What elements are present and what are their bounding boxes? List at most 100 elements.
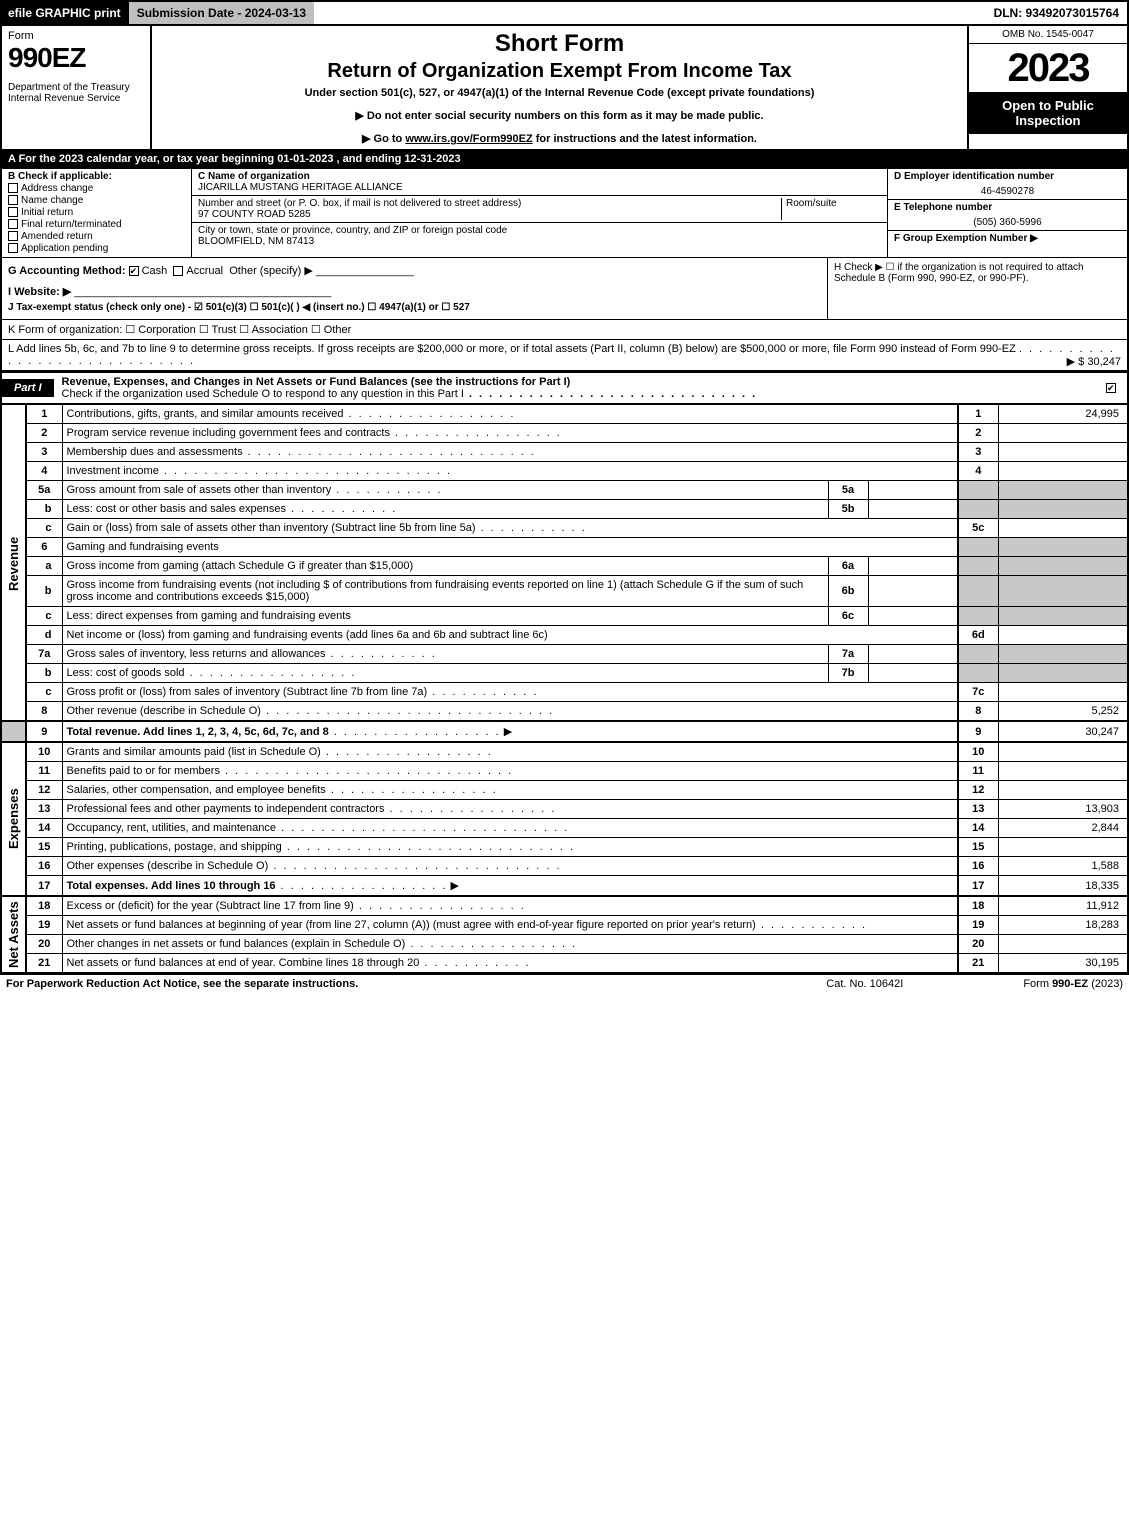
line-14-desc: Occupancy, rent, utilities, and maintena… [67,822,277,834]
efile-print-button[interactable]: efile GRAPHIC print [2,2,127,24]
d-ein-label: D Employer identification number [888,169,1127,184]
line-1-desc: Contributions, gifts, grants, and simila… [67,408,344,420]
chk-initial-return[interactable]: Initial return [8,207,185,218]
line-9-rnum: 9 [958,721,998,742]
side-net-assets: Net Assets [1,896,26,973]
chk-cash[interactable] [129,266,139,276]
irs-link[interactable]: www.irs.gov/Form990EZ [405,133,532,145]
line-20-desc: Other changes in net assets or fund bala… [67,938,406,950]
form-number: 990EZ [8,42,144,74]
line-6-desc: Gaming and fundraising events [62,538,958,557]
line-16-rnum: 16 [958,857,998,876]
line-6b-mini: 6b [828,576,868,607]
org-name: JICARILLA MUSTANG HERITAGE ALLIANCE [198,182,403,193]
section-b-c-d: B Check if applicable: Address change Na… [0,169,1129,257]
line-2-value [998,424,1128,443]
line-3-value [998,443,1128,462]
line-17-value: 18,335 [998,876,1128,897]
line-3-desc: Membership dues and assessments [67,446,243,458]
line-3-num: 3 [26,443,62,462]
chk-amended-return[interactable]: Amended return [8,231,185,242]
line-5b-desc: Less: cost or other basis and sales expe… [67,503,287,515]
line-5a-desc: Gross amount from sale of assets other t… [67,484,332,496]
street-label: Number and street (or P. O. box, if mail… [198,198,521,209]
form-title: Return of Organization Exempt From Incom… [156,60,963,83]
line-10-num: 10 [26,742,62,762]
line-17-rnum: 17 [958,876,998,897]
part-1-bar: Part I Revenue, Expenses, and Changes in… [0,372,1129,405]
top-bar: efile GRAPHIC print Submission Date - 20… [0,0,1129,26]
line-4-desc: Investment income [67,465,159,477]
line-7c-rnum: 7c [958,683,998,702]
line-5c-desc: Gain or (loss) from sale of assets other… [67,522,476,534]
line-11-num: 11 [26,762,62,781]
line-7b-desc: Less: cost of goods sold [67,667,185,679]
line-10-rnum: 10 [958,742,998,762]
line-19-num: 19 [26,916,62,935]
line-5c-rnum: 5c [958,519,998,538]
line-8-rnum: 8 [958,702,998,722]
chk-address-change[interactable]: Address change [8,183,185,194]
c-name-label: C Name of organization [198,171,310,182]
line-7b-mini: 7b [828,664,868,683]
line-5a-mini: 5a [828,481,868,500]
form-header: Form 990EZ Department of the Treasury In… [0,26,1129,151]
line-8-num: 8 [26,702,62,722]
line-18-rnum: 18 [958,896,998,916]
line-18-num: 18 [26,896,62,916]
line-4-value [998,462,1128,481]
chk-schedule-o[interactable] [1106,383,1116,393]
line-15-rnum: 15 [958,838,998,857]
line-5a-num: 5a [26,481,62,500]
line-1-num: 1 [26,405,62,424]
line-6d-desc: Net income or (loss) from gaming and fun… [67,629,548,641]
line-5b-mini: 5b [828,500,868,519]
line-9-value: 30,247 [998,721,1128,742]
chk-final-return[interactable]: Final return/terminated [8,219,185,230]
page-footer: For Paperwork Reduction Act Notice, see … [0,974,1129,993]
line-6d-rnum: 6d [958,626,998,645]
lines-table: Revenue 1 Contributions, gifts, grants, … [0,405,1129,974]
line-16-value: 1,588 [998,857,1128,876]
ein: 46-4590278 [888,184,1127,200]
form-subtitle: Under section 501(c), 527, or 4947(a)(1)… [156,87,963,99]
part-1-title: Revenue, Expenses, and Changes in Net As… [62,376,571,388]
line-6c-num: c [26,607,62,626]
city-state-zip: BLOOMFIELD, NM 87413 [198,236,314,247]
line-12-num: 12 [26,781,62,800]
line-18-value: 11,912 [998,896,1128,916]
line-5b-num: b [26,500,62,519]
line-11-rnum: 11 [958,762,998,781]
line-13-value: 13,903 [998,800,1128,819]
line-14-num: 14 [26,819,62,838]
line-17-num: 17 [26,876,62,897]
line-16-num: 16 [26,857,62,876]
j-tax-exempt: J Tax-exempt status (check only one) - ☑… [8,302,470,313]
omb-number: OMB No. 1545-0047 [969,26,1127,44]
city-label: City or town, state or province, country… [198,225,507,236]
footer-right: Form 990-EZ (2023) [1023,978,1123,990]
other-specify: Other (specify) ▶ [229,265,313,277]
chk-accrual[interactable] [173,266,183,276]
chk-name-change[interactable]: Name change [8,195,185,206]
street: 97 COUNTY ROAD 5285 [198,209,311,220]
line-13-num: 13 [26,800,62,819]
line-17-desc: Total expenses. Add lines 10 through 16 [67,880,276,892]
line-1-value: 24,995 [998,405,1128,424]
row-k: K Form of organization: ☐ Corporation ☐ … [0,319,1129,339]
ssn-note: ▶ Do not enter social security numbers o… [156,109,963,122]
line-5c-num: c [26,519,62,538]
line-9-desc: Total revenue. Add lines 1, 2, 3, 4, 5c,… [67,726,329,738]
line-8-value: 5,252 [998,702,1128,722]
footer-center: Cat. No. 10642I [826,978,903,990]
part-1-check-note: Check if the organization used Schedule … [62,388,464,400]
line-4-num: 4 [26,462,62,481]
submission-date: Submission Date - 2024-03-13 [127,2,314,24]
g-label: G Accounting Method: [8,265,126,277]
i-website-label: I Website: ▶ [8,286,71,298]
line-10-desc: Grants and similar amounts paid (list in… [67,746,321,758]
chk-application-pending[interactable]: Application pending [8,243,185,254]
line-11-desc: Benefits paid to or for members [67,765,220,777]
line-7c-num: c [26,683,62,702]
line-20-num: 20 [26,935,62,954]
